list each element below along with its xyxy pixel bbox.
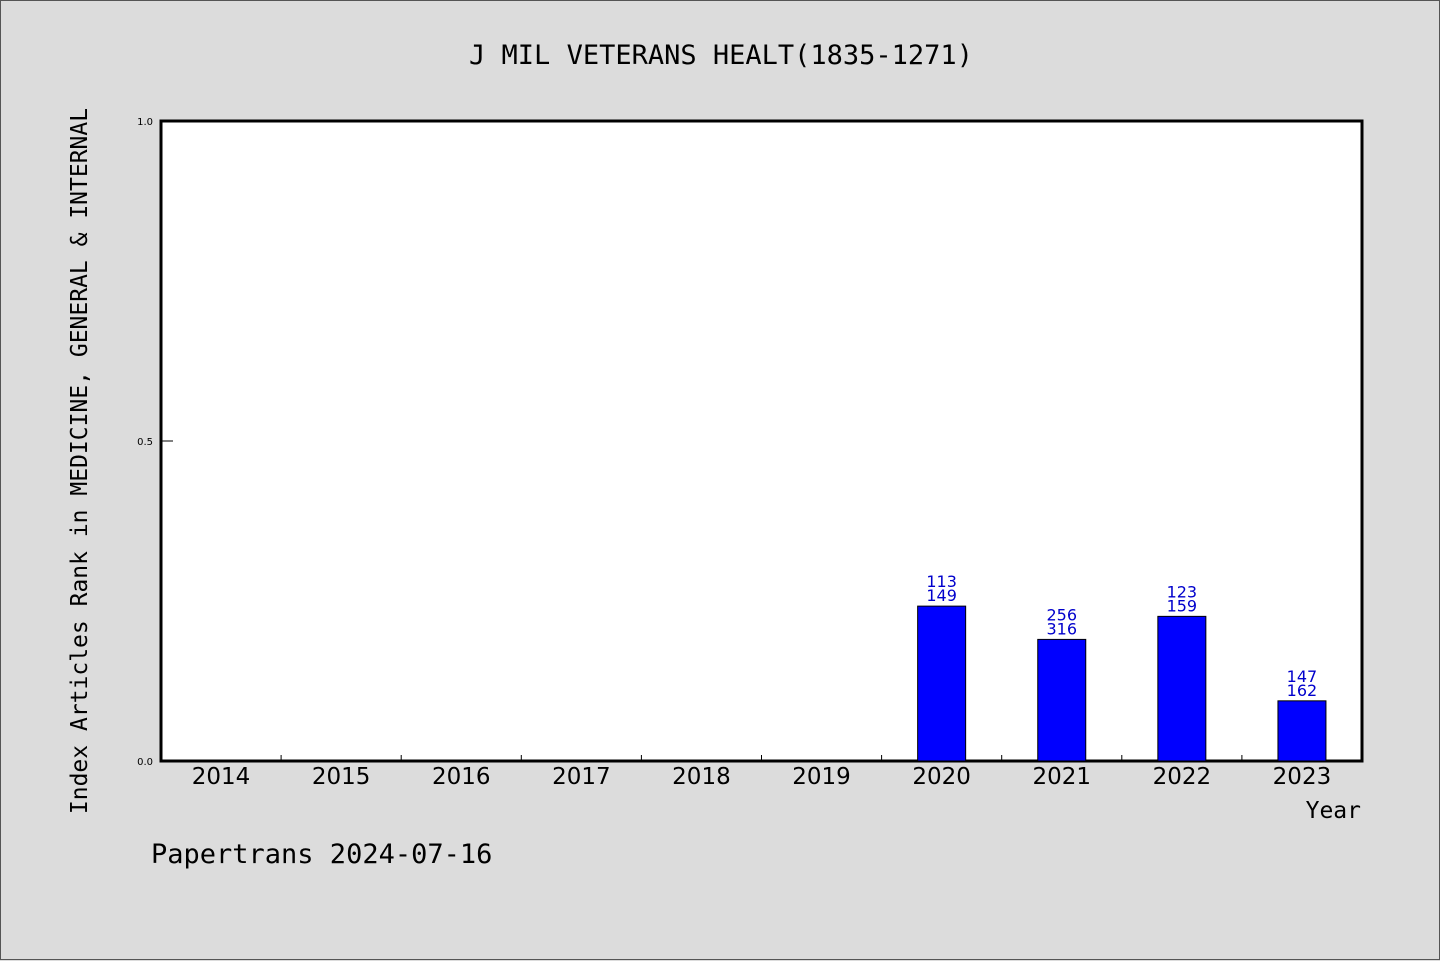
y-axis: 0.0 0.5 1.0 bbox=[137, 117, 173, 768]
x-tick-label: 2019 bbox=[792, 764, 851, 790]
x-tick-label: 2017 bbox=[552, 764, 611, 790]
x-tick-label: 2016 bbox=[432, 764, 491, 790]
y-axis-label: Index Articles Rank in MEDICINE, GENERAL… bbox=[67, 108, 93, 814]
bar-label-top: 147 bbox=[1287, 667, 1318, 686]
y-tick-label: 1.0 bbox=[137, 117, 153, 128]
bar-label-bottom: 162 bbox=[1287, 681, 1318, 700]
bar-label-bottom: 149 bbox=[926, 586, 957, 605]
x-axis: 2014 2015 2016 2017 2018 2019 2020 2021 2022 2023 bbox=[192, 755, 1331, 790]
footer-credit: Papertrans 2024-07-16 bbox=[151, 839, 492, 870]
y-tick-label: 0.0 bbox=[137, 757, 153, 768]
bar-label-top: 256 bbox=[1046, 605, 1077, 624]
bar-label-top: 113 bbox=[926, 572, 957, 591]
x-tick-label: 2018 bbox=[672, 764, 731, 790]
bar-label-top: 123 bbox=[1167, 582, 1198, 601]
x-tick-label: 2022 bbox=[1153, 764, 1212, 790]
bar bbox=[1157, 615, 1207, 762]
x-tick-label: 2020 bbox=[912, 764, 971, 790]
bar-label-bottom: 316 bbox=[1046, 619, 1077, 638]
x-tick-label: 2021 bbox=[1032, 764, 1091, 790]
x-tick-label: 2015 bbox=[312, 764, 371, 790]
bar bbox=[917, 605, 967, 762]
bar bbox=[1037, 638, 1087, 762]
x-axis-label: Year bbox=[1306, 798, 1361, 824]
x-tick-label: 2014 bbox=[192, 764, 251, 790]
x-tick-label: 2023 bbox=[1273, 764, 1332, 790]
chart-title: J MIL VETERANS HEALT(1835-1271) bbox=[469, 40, 973, 71]
y-tick-label: 0.5 bbox=[137, 437, 153, 448]
bar-label-bottom: 159 bbox=[1167, 596, 1198, 615]
bar bbox=[1277, 700, 1327, 762]
